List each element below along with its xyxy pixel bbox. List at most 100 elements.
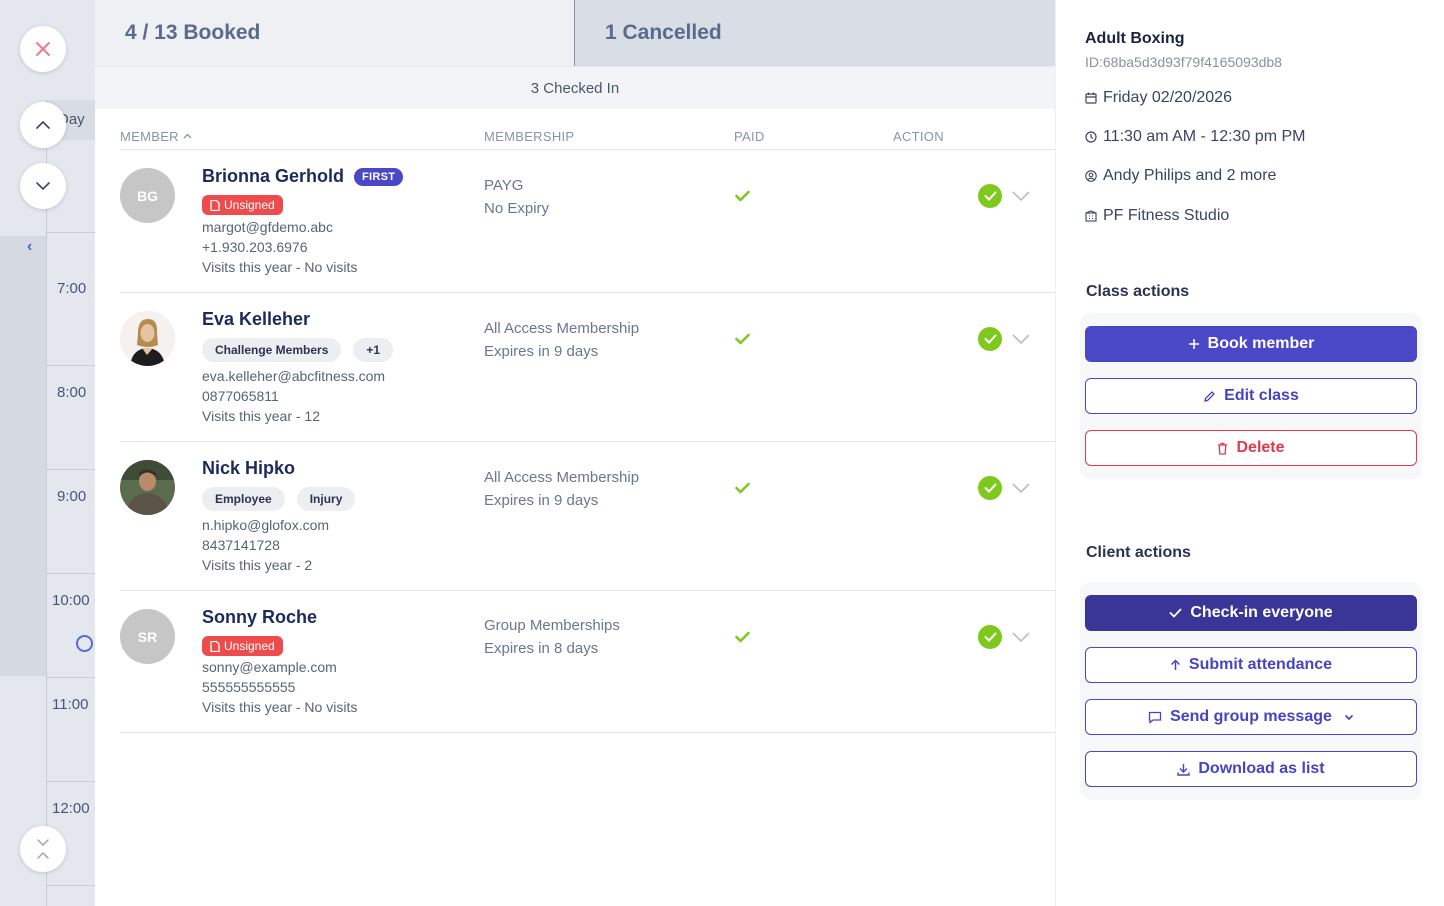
chevron-down-icon[interactable]	[1012, 483, 1030, 493]
client-actions-group: Check-in everyone Submit attendance Send…	[1080, 582, 1422, 800]
chevron-down-icon	[36, 182, 50, 191]
member-tag: Challenge Members	[202, 338, 342, 362]
unsigned-waiver-badge[interactable]: Unsigned	[202, 195, 283, 215]
chevron-left-icon[interactable]: ‹	[27, 238, 33, 255]
trash-icon	[1218, 442, 1228, 455]
member-contact: sonny@example.com 555555555555 Visits th…	[202, 657, 357, 717]
check-in-toggle[interactable]	[978, 184, 1002, 208]
client-actions-title: Client actions	[1086, 544, 1191, 561]
check-in-toggle[interactable]	[978, 327, 1002, 351]
class-date: Friday 02/20/2026	[1085, 89, 1232, 107]
member-name-text: Brionna Gerhold	[202, 166, 345, 186]
chevron-down-icon[interactable]	[1012, 191, 1030, 201]
calendar-gridline	[46, 677, 95, 678]
next-class-button[interactable]	[20, 163, 66, 209]
book-member-label: Book member	[1207, 335, 1315, 352]
column-header-paid: PAID	[734, 129, 765, 144]
column-header-member[interactable]: MEMBER	[120, 129, 192, 144]
membership-expiry: Expires in 9 days	[484, 343, 599, 360]
avatar-photo	[120, 311, 175, 366]
column-header-action: ACTION	[893, 129, 944, 144]
class-time-text: 11:30 am AM - 12:30 pm PM	[1103, 128, 1306, 145]
member-name[interactable]: Nick Hipko	[202, 458, 296, 478]
membership-expiry: No Expiry	[484, 200, 550, 217]
unsigned-label: Unsigned	[224, 639, 275, 653]
class-actions-group: Book member Edit class Delete	[1080, 313, 1422, 479]
roster-tabs: 4 / 13 Booked 1 Cancelled	[95, 0, 1055, 66]
chevron-down-icon[interactable]	[1012, 632, 1030, 642]
message-icon	[1148, 711, 1162, 724]
class-location: PF Fitness Studio	[1085, 207, 1229, 225]
chevron-down-icon[interactable]	[1012, 334, 1030, 344]
time-label: 10:00	[52, 592, 90, 609]
class-trainers-text: Andy Philips and 2 more	[1103, 167, 1277, 184]
check-in-everyone-button[interactable]: Check-in everyone	[1085, 595, 1417, 631]
member-visits: Visits this year - No visits	[202, 259, 358, 275]
avatar	[120, 311, 175, 366]
unsigned-waiver-badge[interactable]: Unsigned	[202, 636, 283, 656]
submit-attendance-label: Submit attendance	[1188, 656, 1333, 673]
calendar-gridline	[46, 885, 95, 886]
previous-class-button[interactable]	[20, 102, 66, 148]
tab-cancelled[interactable]: 1 Cancelled	[575, 0, 1055, 66]
book-member-button[interactable]: Book member	[1085, 326, 1417, 362]
class-title: Adult Boxing	[1085, 30, 1185, 47]
paid-check-icon	[735, 631, 750, 643]
membership-info: All Access Membership Expires in 9 days	[484, 317, 639, 363]
close-button[interactable]	[20, 26, 66, 72]
first-visit-badge: FIRST	[354, 168, 404, 186]
class-location-text: PF Fitness Studio	[1103, 207, 1230, 224]
member-name[interactable]: Brionna Gerhold FIRST	[202, 166, 404, 187]
check-in-toggle[interactable]	[978, 625, 1002, 649]
building-icon	[1085, 210, 1097, 222]
collapse-button[interactable]	[20, 826, 66, 872]
calendar-gridline	[46, 573, 95, 574]
checked-in-summary: 3 Checked In	[95, 66, 1055, 109]
send-group-message-label: Send group message	[1170, 708, 1332, 725]
member-name[interactable]: Sonny Roche	[202, 607, 318, 627]
time-label: 12:00	[52, 800, 90, 817]
member-phone: 0877065811	[202, 388, 279, 404]
download-list-button[interactable]: Download as list	[1085, 751, 1417, 787]
table-row[interactable]: Eva Kelleher Challenge Members +1 eva.ke…	[120, 293, 1055, 442]
avatar	[120, 460, 175, 515]
calendar-gridline	[46, 365, 95, 366]
arrow-up-icon	[1170, 659, 1180, 670]
tab-booked[interactable]: 4 / 13 Booked	[95, 0, 575, 66]
edit-class-button[interactable]: Edit class	[1085, 378, 1417, 414]
table-row[interactable]: SR Sonny Roche Unsigned sonny@example.co…	[120, 591, 1055, 733]
check-icon	[984, 483, 996, 493]
class-actions-title: Class actions	[1086, 283, 1190, 300]
class-details-panel: Adult Boxing ID:68ba5d3d93f79f4165093db8…	[1055, 0, 1444, 906]
check-in-toggle[interactable]	[978, 476, 1002, 500]
check-icon	[984, 334, 996, 344]
send-group-message-button[interactable]: Send group message	[1085, 699, 1417, 735]
avatar: SR	[120, 609, 175, 664]
membership-info: PAYG No Expiry	[484, 174, 549, 220]
calendar-gridline	[46, 469, 95, 470]
member-email: n.hipko@glofox.com	[202, 517, 330, 533]
column-header-membership: MEMBERSHIP	[484, 129, 575, 144]
member-email: eva.kelleher@abcfitness.com	[202, 368, 386, 384]
document-icon	[210, 640, 220, 652]
delete-class-button[interactable]: Delete	[1085, 430, 1417, 466]
chevron-up-icon	[36, 120, 50, 129]
user-circle-icon	[1085, 170, 1097, 182]
membership-name: Group Memberships	[484, 617, 620, 634]
more-tags-chip[interactable]: +1	[353, 338, 394, 362]
calendar-side-panel	[0, 236, 47, 676]
time-label: 11:00	[52, 696, 89, 713]
check-icon	[1169, 608, 1182, 618]
member-name[interactable]: Eva Kelleher	[202, 309, 311, 329]
pencil-icon	[1204, 390, 1216, 402]
submit-attendance-button[interactable]: Submit attendance	[1085, 647, 1417, 683]
close-icon	[36, 42, 50, 56]
avatar-photo	[120, 460, 175, 515]
table-row[interactable]: Nick Hipko Employee Injury n.hipko@glofo…	[120, 442, 1055, 591]
member-tags: Employee Injury	[202, 487, 356, 511]
chevron-down-icon	[1344, 714, 1354, 720]
table-row[interactable]: BG Brionna Gerhold FIRST Unsigned margot@…	[120, 150, 1055, 293]
member-tag: Injury	[296, 487, 356, 511]
calendar-icon	[1085, 92, 1097, 104]
avatar: BG	[120, 168, 175, 223]
